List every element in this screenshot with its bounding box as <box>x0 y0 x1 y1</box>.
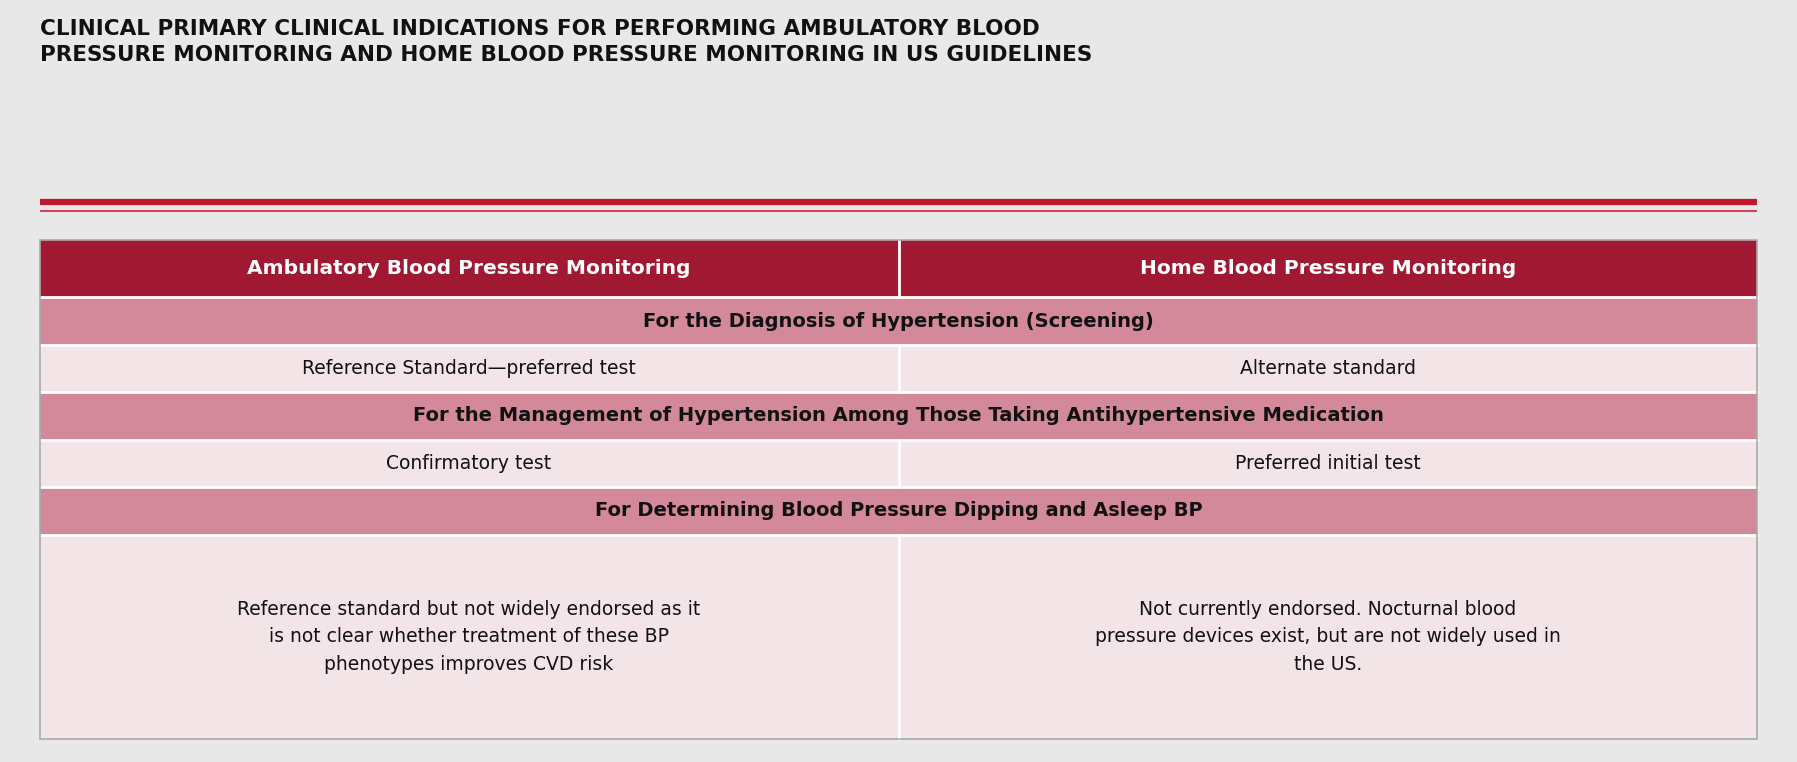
Text: Reference Standard—preferred test: Reference Standard—preferred test <box>302 359 636 378</box>
Text: Not currently endorsed. Nocturnal blood
pressure devices exist, but are not wide: Not currently endorsed. Nocturnal blood … <box>1094 600 1562 674</box>
Text: For the Management of Hypertension Among Those Taking Antihypertensive Medicatio: For the Management of Hypertension Among… <box>413 406 1384 425</box>
Text: Alternate standard: Alternate standard <box>1240 359 1416 378</box>
Text: Ambulatory Blood Pressure Monitoring: Ambulatory Blood Pressure Monitoring <box>248 259 690 278</box>
Text: Reference standard but not widely endorsed as it
is not clear whether treatment : Reference standard but not widely endors… <box>237 600 701 674</box>
Text: CLINICAL PRIMARY CLINICAL INDICATIONS FOR PERFORMING AMBULATORY BLOOD
PRESSURE M: CLINICAL PRIMARY CLINICAL INDICATIONS FO… <box>40 19 1093 65</box>
Text: Home Blood Pressure Monitoring: Home Blood Pressure Monitoring <box>1139 259 1517 278</box>
Text: For the Diagnosis of Hypertension (Screening): For the Diagnosis of Hypertension (Scree… <box>643 312 1154 331</box>
Text: For Determining Blood Pressure Dipping and Asleep BP: For Determining Blood Pressure Dipping a… <box>595 501 1202 520</box>
Text: Confirmatory test: Confirmatory test <box>386 454 552 473</box>
Text: Preferred initial test: Preferred initial test <box>1235 454 1421 473</box>
